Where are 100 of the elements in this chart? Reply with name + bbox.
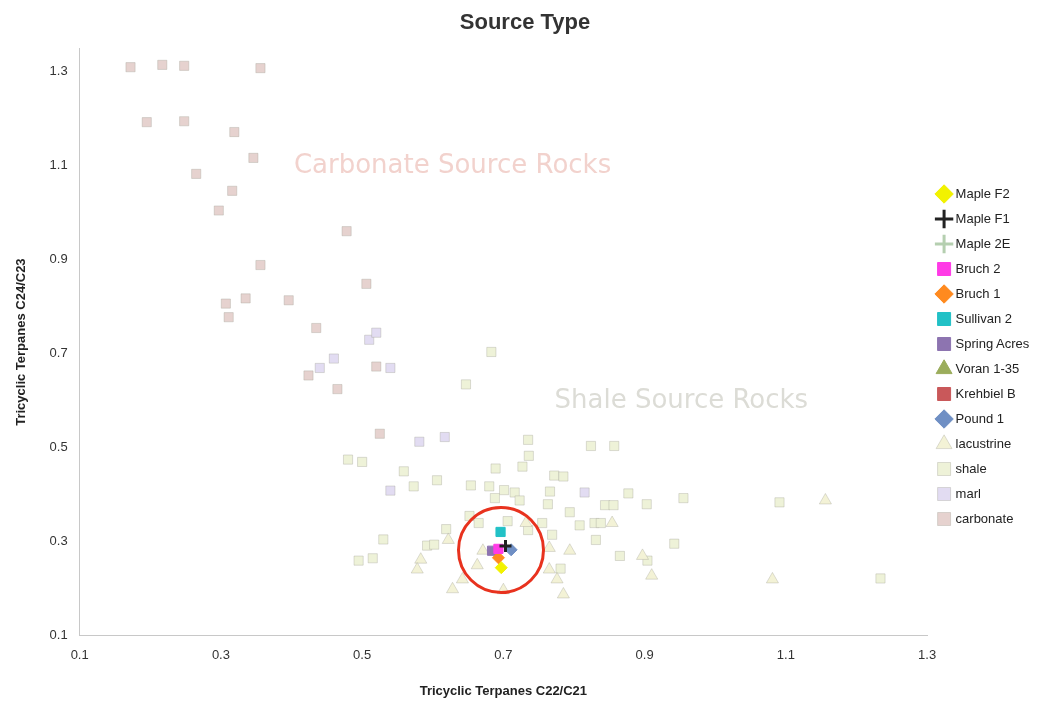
point [240, 293, 251, 304]
point [473, 517, 484, 529]
point [519, 515, 533, 528]
y-tick-label: 1.1 [49, 157, 68, 173]
point [544, 486, 556, 497]
point [502, 516, 513, 527]
legend-label: Sullivan 2 [955, 310, 1012, 326]
point [311, 322, 322, 334]
point [623, 488, 634, 499]
point [875, 573, 886, 584]
point [255, 63, 266, 74]
point [460, 379, 472, 390]
point [303, 370, 314, 381]
point [441, 532, 455, 544]
point [414, 436, 425, 447]
x-tick-label: 0.9 [635, 647, 654, 663]
point [678, 493, 689, 504]
point [371, 361, 382, 372]
point [590, 534, 601, 546]
x-tick-label: 0.7 [494, 647, 513, 663]
point [645, 568, 659, 580]
y-tick-label: 0.9 [49, 251, 68, 267]
point [564, 507, 575, 518]
legend-label: lacustrine [955, 435, 1012, 451]
legend-label: Krehbiel B [955, 385, 1016, 401]
point [367, 553, 378, 564]
point [431, 475, 443, 486]
point [429, 539, 440, 550]
point [635, 548, 650, 560]
point [489, 493, 500, 504]
x-tick-label: 1.3 [918, 647, 937, 663]
legend-label: Bruch 1 [955, 285, 1001, 301]
chart-title: Source Type [459, 9, 591, 35]
point [439, 431, 450, 443]
point [141, 117, 152, 128]
x-axis-title: Tricyclic Terpanes C22/C21 [419, 682, 588, 698]
point [157, 59, 168, 70]
point [549, 470, 560, 481]
y-tick-label: 1.3 [49, 63, 68, 79]
legend-label: Maple F2 [955, 185, 1010, 201]
point [441, 524, 452, 535]
point [374, 428, 385, 439]
point [361, 278, 372, 289]
y-tick-label: 0.3 [49, 533, 68, 549]
point [341, 226, 352, 237]
legend-label: Spring Acres [955, 335, 1030, 351]
legend-label: Pound 1 [955, 410, 1005, 426]
point [490, 463, 501, 474]
point [818, 492, 832, 505]
point [408, 481, 419, 492]
x-tick-label: 0.5 [353, 647, 372, 663]
x-tick-label: 0.3 [211, 647, 230, 663]
point [542, 499, 553, 510]
point [398, 466, 409, 477]
point [465, 480, 476, 491]
legend-label: shale [955, 460, 987, 476]
point [342, 454, 354, 465]
legend-label: Maple F1 [955, 210, 1010, 226]
point [574, 520, 585, 531]
point [614, 550, 625, 562]
point [220, 298, 231, 309]
point [765, 571, 779, 584]
point [353, 555, 364, 566]
legend-label: Bruch 2 [955, 260, 1001, 276]
x-tick-label: 0.1 [70, 647, 89, 663]
point [455, 571, 469, 584]
point [484, 481, 495, 492]
point [641, 499, 652, 510]
point [223, 312, 234, 323]
point [494, 561, 508, 575]
legend-label: marl [955, 485, 981, 501]
point [558, 471, 569, 482]
point [283, 295, 294, 306]
point [385, 362, 396, 374]
point [497, 538, 513, 554]
point [774, 497, 785, 508]
point [179, 60, 190, 71]
point [608, 500, 619, 511]
y-tick-label: 0.1 [49, 627, 68, 643]
point [537, 517, 548, 529]
point [470, 557, 484, 570]
point [585, 440, 597, 452]
point [550, 571, 564, 584]
y-tick-label: 0.7 [49, 345, 68, 361]
point [542, 540, 556, 552]
point [332, 384, 343, 395]
point [514, 495, 525, 506]
point [328, 353, 339, 364]
point [669, 538, 680, 549]
point [248, 152, 259, 163]
point [179, 116, 190, 127]
y-tick-label: 0.5 [49, 439, 68, 455]
legend-label: Maple 2E [955, 235, 1011, 251]
point [609, 440, 620, 452]
point [445, 581, 460, 594]
point [314, 362, 325, 374]
point [542, 562, 556, 574]
point [605, 515, 619, 528]
point [378, 534, 389, 545]
point [523, 450, 534, 461]
